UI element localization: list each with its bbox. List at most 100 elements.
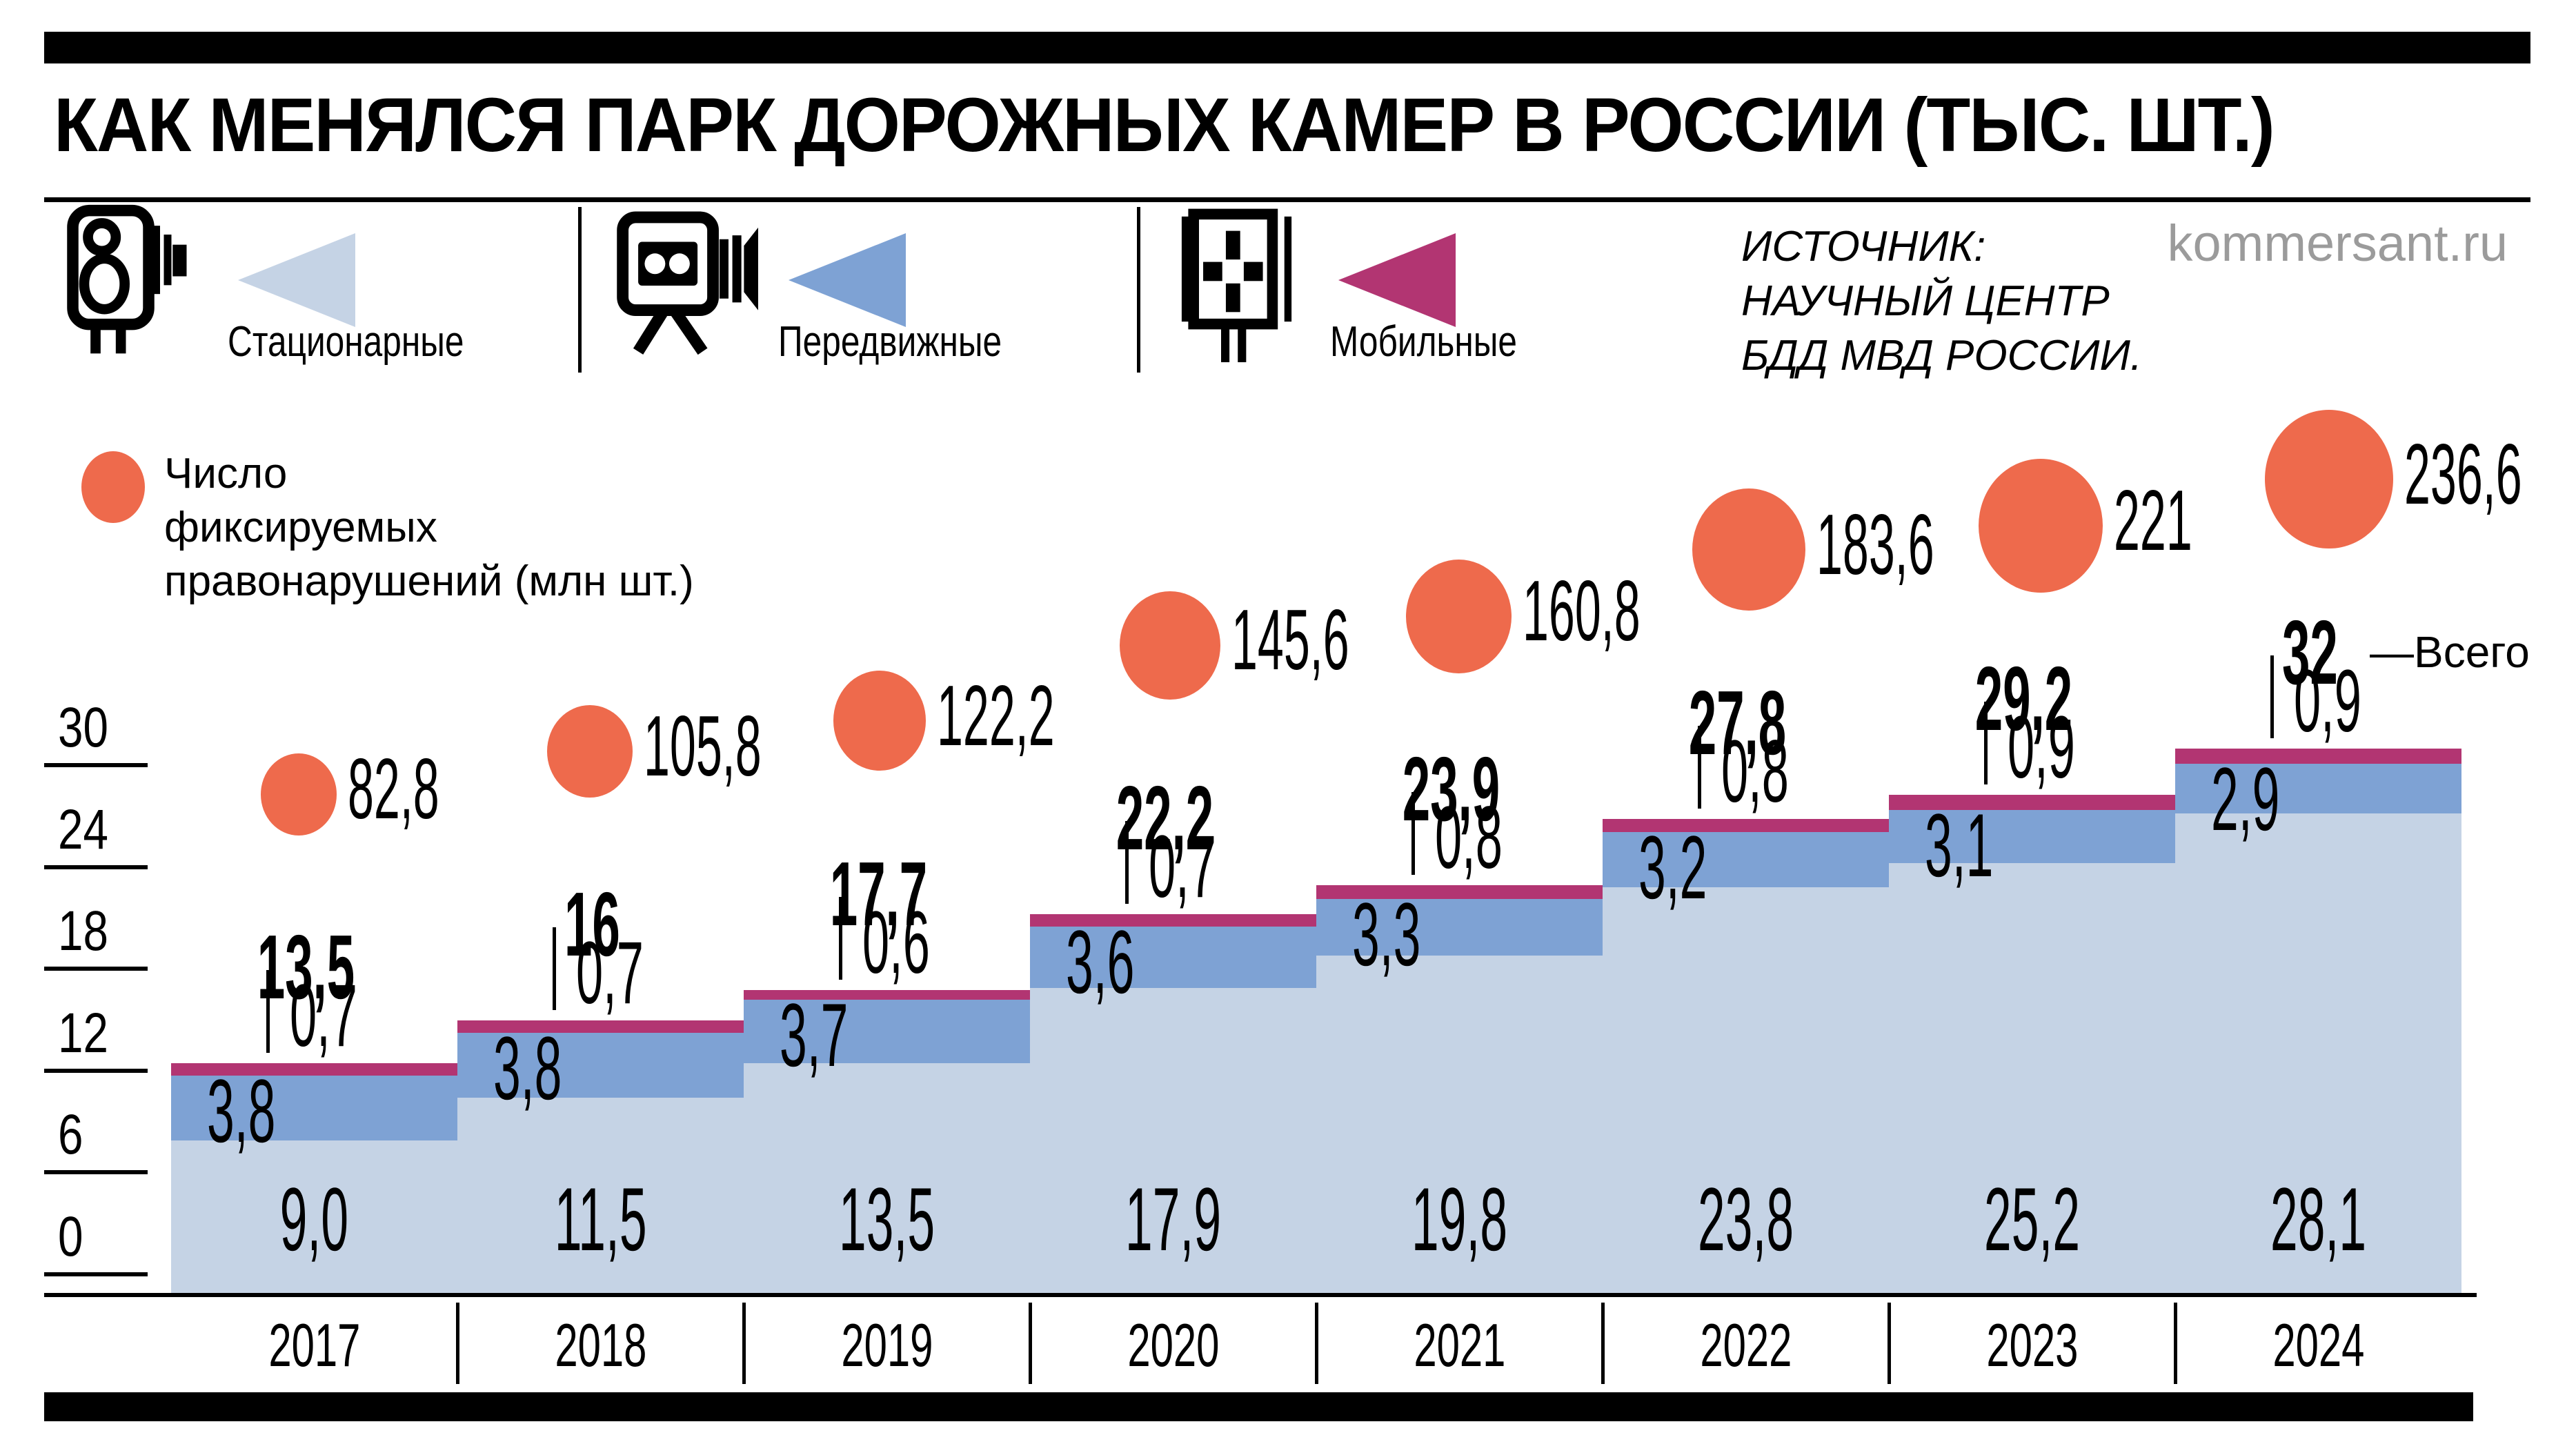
label-total-annotation-text: —Всего: [2370, 626, 2530, 677]
label-stationary-2019: 13,5: [744, 1174, 1030, 1264]
label-stationary-2021-text: 19,8: [1411, 1169, 1508, 1269]
legend-label-stationary: Стационарные: [228, 317, 523, 366]
label-mobile-2022: 0,8: [1721, 722, 1844, 821]
label-stationary-2023: 25,2: [1889, 1174, 2175, 1264]
leader-tick-2024: [2270, 655, 2274, 738]
violations-value-2017-text: 82,8: [348, 742, 439, 838]
axis-year-2018-text: 2018: [554, 1311, 647, 1379]
y-tick-12: [44, 1068, 148, 1073]
violations-legend-line-3: правонарушений (млн шт.): [164, 557, 694, 605]
label-stationary-2024-text: 28,1: [2270, 1169, 2367, 1269]
axis-year-2021: 2021: [1316, 1315, 1603, 1376]
label-portable-2019-text: 3,7: [780, 985, 849, 1086]
label-total-2020: 22,2: [1061, 773, 1268, 864]
legend-item-stationary: [62, 204, 190, 356]
legend-label-portable: Передвижные: [778, 317, 1058, 366]
year-separator-2018: [456, 1303, 459, 1384]
axis-year-2024-text: 2024: [2272, 1311, 2365, 1379]
violations-value-2020-text: 145,6: [1231, 593, 1349, 689]
violations-value-2019-text: 122,2: [936, 668, 1055, 764]
legend-label-stationary-text: Стационарные: [228, 318, 464, 366]
axis-year-2022: 2022: [1603, 1315, 1889, 1376]
label-mobile-2022-text: 0,8: [1721, 722, 1789, 821]
violations-bubble-2021: [1406, 559, 1512, 674]
legend-label-mobile-text: Мобильные: [1330, 318, 1517, 366]
year-separator-2024: [2174, 1303, 2177, 1384]
legend-label-mobile: Мобильные: [1330, 317, 1564, 366]
bar-portable-2020: [1030, 926, 1316, 989]
label-portable-2023-text: 3,1: [1925, 795, 1994, 896]
leader-tick-2022: [1698, 725, 1701, 809]
label-portable-2024-text: 2,9: [2211, 749, 2280, 850]
y-label-24-text: 24: [58, 798, 108, 861]
label-portable-2017-text: 3,8: [207, 1060, 276, 1161]
label-total-2017: 13,5: [202, 922, 409, 1013]
label-portable-2021: 3,3: [1352, 889, 1477, 979]
label-total-2023: 29,2: [1920, 653, 2127, 744]
title-rule: [44, 197, 2530, 202]
violations-value-2018: 105,8: [644, 704, 858, 789]
axis-year-2023: 2023: [1889, 1315, 2175, 1376]
label-mobile-2020-text: 0,7: [1149, 818, 1216, 917]
violations-value-2021: 160,8: [1523, 569, 1736, 654]
label-mobile-2019-text: 0,6: [862, 893, 930, 992]
bar-mobile-2023: [1889, 794, 2175, 811]
label-portable-2017: 3,8: [207, 1066, 332, 1156]
legend-divider-1: [578, 207, 582, 373]
leader-tick-2020: [1125, 821, 1129, 905]
label-portable-2023: 3,1: [1925, 800, 2050, 890]
axis-year-2020-text: 2020: [1127, 1311, 1220, 1379]
label-total-2017-text: 13,5: [257, 916, 355, 1018]
leader-tick-2021: [1411, 792, 1415, 876]
violations-value-2017: 82,8: [348, 747, 514, 832]
bar-stationary-2020: [1030, 988, 1316, 1294]
mobile-camera-icon: [1181, 208, 1292, 362]
axis-year-2024: 2024: [2175, 1315, 2461, 1376]
y-label-12: 12: [58, 1005, 121, 1062]
violations-value-2023: 221: [2114, 478, 2257, 564]
bar-stationary-2023: [1889, 863, 2175, 1294]
axis-year-2021-text: 2021: [1413, 1311, 1506, 1379]
leader-tick-2023: [1984, 701, 1988, 784]
y-tick-30: [44, 763, 148, 767]
bar-mobile-2024: [2175, 748, 2461, 764]
label-portable-2021-text: 3,3: [1352, 884, 1421, 985]
axis-year-2018: 2018: [457, 1315, 744, 1376]
violations-bubble-2022: [1692, 488, 1805, 611]
source-line-1: ИСТОЧНИК:: [1741, 223, 1986, 270]
violations-value-2018-text: 105,8: [644, 699, 762, 795]
bar-stationary-2019: [744, 1063, 1030, 1294]
label-stationary-2017: 9,0: [171, 1174, 457, 1264]
label-stationary-2020-text: 17,9: [1124, 1169, 1222, 1269]
bar-portable-2019: [744, 1000, 1030, 1064]
y-tick-6: [44, 1170, 148, 1175]
bar-stationary-2022: [1603, 887, 1889, 1294]
brand-text: kommersant.ru: [2167, 215, 2508, 272]
label-mobile-2021: 0,8: [1435, 794, 1558, 882]
y-label-30-text: 30: [58, 696, 108, 759]
violations-legend-dot: [81, 451, 145, 523]
label-stationary-2018-text: 11,5: [554, 1169, 647, 1269]
label-mobile-2018-text: 0,7: [576, 924, 644, 1023]
y-label-6: 6: [58, 1107, 90, 1163]
year-separator-2021: [1315, 1303, 1318, 1384]
violations-legend-line-1: Число: [164, 450, 288, 497]
violations-bubble-2019: [833, 671, 926, 771]
bar-stationary-2021: [1316, 955, 1603, 1294]
y-label-30: 30: [58, 700, 121, 756]
label-stationary-2021: 19,8: [1316, 1174, 1603, 1264]
label-total-2022-text: 27,8: [1688, 671, 1786, 773]
legend-divider-2: [1137, 207, 1140, 373]
label-total-2024-text: 32: [2281, 601, 2338, 703]
bar-mobile-2019: [744, 989, 1030, 1000]
violations-value-2022: 183,6: [1816, 502, 2030, 588]
bottom-rule: [44, 1392, 2473, 1421]
x-axis-line: [44, 1293, 2477, 1297]
label-stationary-2024: 28,1: [2175, 1174, 2461, 1264]
top-rule: [44, 32, 2530, 63]
violations-bubble-2023: [1979, 458, 2103, 593]
source-line-3: БДД МВД РОССИИ.: [1741, 332, 2143, 379]
label-stationary-2023-text: 25,2: [1983, 1169, 2081, 1269]
label-total-2023-text: 29,2: [1974, 647, 2072, 749]
label-mobile-2018: 0,7: [576, 929, 699, 1018]
